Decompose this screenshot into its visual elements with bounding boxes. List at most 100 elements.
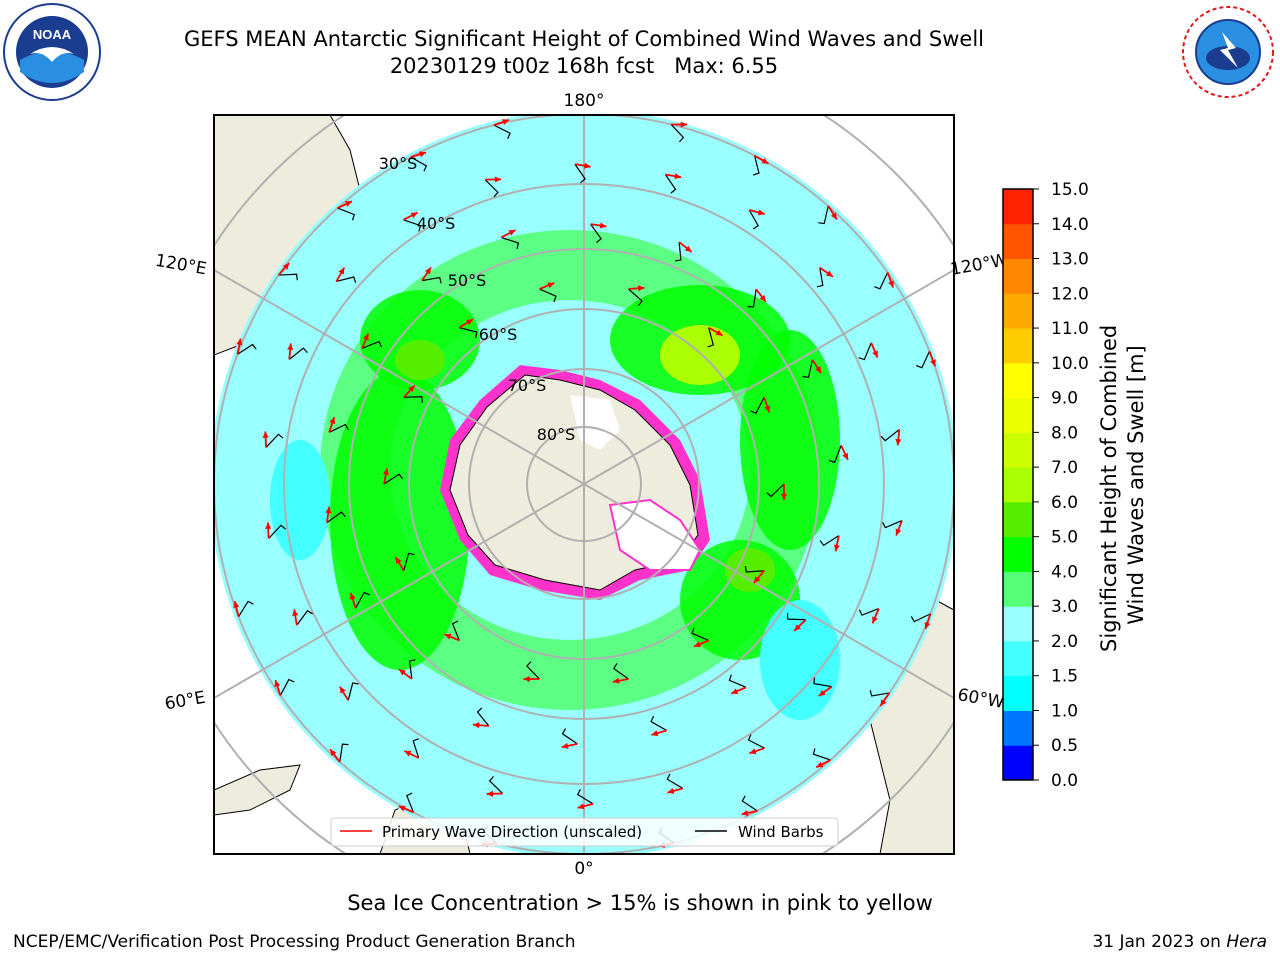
wave-arrow-head <box>325 506 332 514</box>
wind-barb <box>916 351 930 369</box>
wave-arrow-head <box>757 209 765 216</box>
lon-label-120w: 120°W <box>949 250 1010 280</box>
lon-label-0: 0° <box>574 859 593 879</box>
wind-barb <box>816 267 824 288</box>
wave-arrow-head <box>895 528 902 536</box>
colorbar-tick-label: 2.0 <box>1051 632 1078 652</box>
graticule <box>214 115 954 854</box>
wind-barb <box>753 155 760 176</box>
colorbar-segment <box>1003 293 1033 329</box>
colorbar-segment <box>1003 432 1033 468</box>
wave-arrow-head <box>731 688 739 694</box>
wave-arrow-head <box>924 622 931 629</box>
wave-arrow-head <box>667 788 675 794</box>
footer-organization: NCEP/EMC/Verification Post Processing Pr… <box>13 932 576 952</box>
wave-arrow-head <box>339 686 346 694</box>
wind-barb <box>403 219 422 232</box>
wave-arrow-head <box>818 689 826 697</box>
wind-barb <box>874 272 889 290</box>
wave-arrow-head <box>780 493 788 500</box>
wind-barb <box>910 613 931 623</box>
wave-arrow-head <box>693 641 701 647</box>
wave-arrow-head <box>561 742 569 749</box>
wave-arrow-head <box>816 761 824 768</box>
colorbar-segment <box>1003 328 1033 364</box>
wind-barb <box>326 511 346 524</box>
noaa-logo: NOAA <box>3 3 101 101</box>
wave-arrow-head <box>465 319 473 326</box>
wave-arrow-head <box>523 675 530 683</box>
colorbar-segment <box>1003 745 1033 781</box>
wave-arrow-head <box>583 162 591 169</box>
wind-barb <box>237 343 257 355</box>
wind-barb <box>766 483 785 498</box>
wind-barb <box>691 627 709 641</box>
wave-arrow-head <box>233 601 240 608</box>
colorbar-segment <box>1003 710 1033 746</box>
wind-barb <box>493 124 511 140</box>
lat-label-30s: 30°S <box>379 154 418 173</box>
wind-barb <box>361 340 383 349</box>
lon-label-60e: 60°E <box>163 688 207 715</box>
wind-barb <box>339 743 349 763</box>
wind-barb <box>412 738 420 759</box>
wave-arrow-head <box>764 405 771 413</box>
wind-barb <box>526 661 540 680</box>
wind-barb <box>403 552 415 571</box>
colorbar-label-line1: Significant Height of Combined <box>1097 325 1121 652</box>
wave-arrow-head <box>363 333 369 341</box>
colorbar-segment <box>1003 362 1033 399</box>
wind-barb <box>383 473 404 485</box>
colorbar-tick-label: 6.0 <box>1051 493 1078 513</box>
wave-arrow-head <box>329 417 336 425</box>
wind-barb <box>880 429 900 442</box>
wave-arrow-head <box>930 359 936 367</box>
wind-barb <box>628 288 643 307</box>
wind-barb <box>744 566 765 573</box>
wind-barb <box>539 288 557 303</box>
wind-barb <box>576 788 594 805</box>
wave-arrow-head <box>759 295 766 302</box>
wind-barb <box>882 519 903 529</box>
wind-barb <box>819 535 840 547</box>
wind-barb <box>278 273 298 281</box>
wave-arrow-head <box>826 270 833 277</box>
wind-barb <box>590 223 602 244</box>
wave-arrow-head <box>577 803 585 810</box>
wave-direction-arrows <box>233 119 937 848</box>
lat-label-40s: 40°S <box>417 214 456 233</box>
map-legend: Primary Wave Direction (unscaled) Wind B… <box>330 817 839 847</box>
wind-barb <box>786 613 806 621</box>
wave-arrow-head <box>262 431 269 438</box>
wind-barb <box>574 163 586 184</box>
wave-arrow-head <box>419 151 427 158</box>
wind-barb <box>750 396 765 414</box>
wave-arrow-head <box>684 245 692 252</box>
wave-arrow-head <box>345 201 353 207</box>
wind-barb <box>664 174 677 194</box>
wind-barb <box>279 678 295 696</box>
colorbar-segment <box>1003 189 1033 225</box>
map-frame <box>213 114 955 855</box>
lat-label-70s: 70°S <box>508 376 547 395</box>
legend-wave-label: Primary Wave Direction (unscaled) <box>382 823 642 841</box>
wave-arrow-head <box>494 176 502 183</box>
wave-arrow-head <box>349 592 356 600</box>
wave-arrow-head <box>424 267 432 275</box>
wind-barb <box>488 775 504 794</box>
colorbar-tick-label: 12.0 <box>1051 284 1089 304</box>
wave-arrow-head <box>398 805 406 812</box>
colorbar-frame <box>1002 188 1034 781</box>
wave-arrow-head <box>382 468 389 476</box>
wave-arrow-head <box>612 677 620 684</box>
wave-arrow-head <box>287 343 294 351</box>
colorbar-segment <box>1003 606 1033 642</box>
wind-barb <box>858 608 879 616</box>
wave-arrow-head <box>472 722 480 729</box>
wave-arrow-head <box>651 730 659 737</box>
wind-barb <box>802 359 813 379</box>
map-panel <box>214 115 954 854</box>
wind-barb <box>403 396 423 403</box>
wave-arrow-head <box>872 616 878 624</box>
wind-barb <box>650 715 667 732</box>
